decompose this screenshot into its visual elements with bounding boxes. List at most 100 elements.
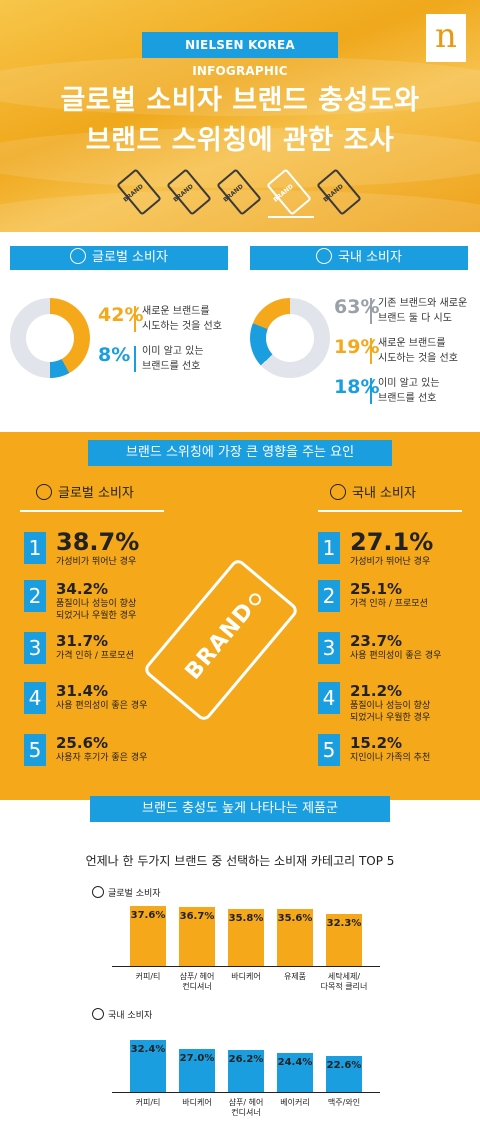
globe-icon bbox=[70, 248, 87, 264]
rank-description: 지인이나 가족의 추천 bbox=[350, 753, 431, 763]
stat-line: 브랜드를 선호 bbox=[142, 361, 201, 372]
global-donut-chart bbox=[10, 298, 90, 378]
global-column-head: 글로벌 소비자 bbox=[36, 482, 134, 506]
stat-line: 시도하는 것을 선호 bbox=[142, 321, 222, 332]
chart-bar: 35.8% bbox=[228, 909, 264, 966]
switching-factors-title: 브랜드 스위칭에 가장 큰 영향을 주는 요인 bbox=[88, 440, 392, 466]
rank-description: 사용자 후기가 좋은 경우 bbox=[56, 753, 148, 763]
person-icon bbox=[330, 484, 346, 500]
rank-description: 가성비가 뛰어난 경우 bbox=[350, 557, 431, 567]
stat-divider bbox=[370, 378, 372, 404]
rank-number: 5 bbox=[318, 734, 340, 766]
page-title-line2: 브랜드 스위칭에 관한 조사 bbox=[85, 125, 395, 156]
header-banner: NIELSEN KOREA INFOGRAPHIC n 글로벌 소비자 브랜드 … bbox=[0, 0, 480, 232]
rank-description: 가격 인하 / 프로모션 bbox=[56, 651, 134, 661]
stat-percent: 42% bbox=[98, 304, 144, 326]
brand-tag-icon-highlighted: BRAND bbox=[266, 168, 312, 216]
rank-item: 5 25.6% 사용자 후기가 좋은 경우 bbox=[24, 734, 174, 774]
rank-description: 가격 인하 / 프로모션 bbox=[350, 599, 428, 609]
brand-tag-icon: BRAND bbox=[316, 168, 362, 216]
loyalty-title: 브랜드 충성도 높게 나타나는 제품군 bbox=[90, 796, 390, 822]
brand-tag-icon: BRAND bbox=[216, 168, 262, 216]
top5-subtitle: 언제나 한 두가지 브랜드 중 선택하는 소비재 카테고리 TOP 5 bbox=[85, 854, 395, 868]
brand-tag-icon: BRAND bbox=[166, 168, 212, 216]
korea-column-head: 국내 소비자 bbox=[330, 482, 416, 506]
column-divider bbox=[318, 510, 462, 512]
chart-bar: 32.4% bbox=[130, 1040, 166, 1092]
stat-description: 이미 알고 있는 브랜드를 선호 bbox=[142, 344, 252, 374]
rank-item: 3 23.7% 사용 편의성이 좋은 경우 bbox=[318, 632, 468, 672]
stat-line: 이미 알고 있는 bbox=[378, 378, 440, 389]
global-consumer-label: 글로벌 소비자 bbox=[10, 246, 228, 270]
stat-description: 새로운 브랜드를 시도하는 것을 선호 bbox=[378, 336, 480, 366]
rank-item: 5 15.2% 지인이나 가족의 추천 bbox=[318, 734, 468, 774]
korea-consumer-label: 국내 소비자 bbox=[250, 246, 468, 270]
tag-underline bbox=[268, 216, 314, 218]
rank-description: 품질이나 성능이 향상 되었거나 우월한 경우 bbox=[56, 599, 137, 621]
korea-chart-label: 국내 소비자 bbox=[92, 1008, 152, 1021]
column-divider bbox=[20, 510, 164, 512]
header-wave bbox=[0, 56, 480, 116]
bar-value-label: 32.4% bbox=[130, 1044, 166, 1055]
rank-number: 3 bbox=[24, 632, 46, 664]
brand-tag-word: BRAND bbox=[122, 183, 145, 204]
rank-description: 사용 편의성이 좋은 경우 bbox=[350, 651, 442, 661]
stat-description: 이미 알고 있는 브랜드를 선호 bbox=[378, 376, 480, 406]
rank-item: 2 25.1% 가격 인하 / 프로모션 bbox=[318, 580, 468, 620]
rank-description: 사용 편의성이 좋은 경우 bbox=[56, 701, 148, 711]
stat-description: 기존 브랜드와 새로운 브랜드 둘 다 시도 bbox=[378, 296, 480, 326]
chart-bar: 32.3% bbox=[326, 914, 362, 966]
rank-number: 4 bbox=[318, 682, 340, 714]
chart-bar: 27.0% bbox=[179, 1049, 215, 1092]
bar-category-label: 맥주/와인 bbox=[327, 1098, 361, 1107]
global-chart-label: 글로벌 소비자 bbox=[92, 886, 161, 899]
rank-percent: 25.1% bbox=[350, 580, 403, 598]
global-consumer-text: 글로벌 소비자 bbox=[92, 250, 168, 265]
bar-category-label: 세탁세제/다목적 클리너 bbox=[320, 972, 368, 991]
brand-tag-word: BRAND bbox=[222, 183, 245, 204]
switching-factors-panel bbox=[0, 432, 480, 800]
stat-divider bbox=[134, 346, 136, 372]
page-title-line1: 글로벌 소비자 브랜드 충성도와 bbox=[60, 85, 420, 116]
stat-divider bbox=[370, 338, 372, 364]
rank-item: 3 31.7% 가격 인하 / 프로모션 bbox=[24, 632, 174, 672]
rank-item: 1 38.7% 가성비가 뛰어난 경우 bbox=[24, 528, 174, 572]
bar-value-label: 37.6% bbox=[130, 910, 166, 921]
bar-category-label: 커피/티 bbox=[135, 1098, 161, 1107]
header-wave bbox=[0, 128, 480, 188]
bar-category-label: 커피/티 bbox=[135, 972, 161, 981]
stat-divider bbox=[134, 306, 136, 332]
korea-consumer-text: 국내 소비자 bbox=[338, 250, 402, 265]
rank-item: 1 27.1% 가성비가 뛰어난 경우 bbox=[318, 528, 468, 572]
global-chart-text: 글로벌 소비자 bbox=[108, 889, 161, 899]
bar-value-label: 26.2% bbox=[228, 1054, 264, 1065]
chart-bar: 22.6% bbox=[326, 1056, 362, 1092]
chart-bar: 26.2% bbox=[228, 1050, 264, 1092]
rank-percent: 23.7% bbox=[350, 632, 403, 650]
rank-percent: 25.6% bbox=[56, 734, 109, 752]
stat-percent: 63% bbox=[334, 296, 380, 318]
bar-value-label: 22.6% bbox=[326, 1060, 362, 1071]
chart-bar: 24.4% bbox=[277, 1053, 313, 1092]
person-icon bbox=[316, 248, 333, 264]
rank-percent: 38.7% bbox=[56, 528, 140, 556]
chart-bar: 36.7% bbox=[179, 907, 215, 966]
bar-value-label: 36.7% bbox=[179, 911, 215, 922]
nielsen-logo: n bbox=[426, 14, 466, 62]
bar-category-label: 베이커리 bbox=[280, 1098, 310, 1107]
stat-line: 브랜드 둘 다 시도 bbox=[378, 313, 452, 324]
globe-icon bbox=[92, 886, 104, 898]
stat-line: 새로운 브랜드를 bbox=[378, 338, 446, 349]
rank-number: 1 bbox=[24, 532, 46, 564]
globe-icon bbox=[36, 484, 52, 500]
bar-category-label: 바디케어 bbox=[231, 972, 261, 981]
bar-value-label: 32.3% bbox=[326, 918, 362, 929]
header-wave bbox=[0, 190, 480, 232]
korea-chart-text: 국내 소비자 bbox=[108, 1011, 153, 1021]
chart-bar: 35.6% bbox=[277, 909, 313, 966]
rank-number: 5 bbox=[24, 734, 46, 766]
rank-number: 3 bbox=[318, 632, 340, 664]
person-icon bbox=[92, 1008, 104, 1020]
rank-percent: 15.2% bbox=[350, 734, 403, 752]
stat-divider bbox=[370, 298, 372, 324]
